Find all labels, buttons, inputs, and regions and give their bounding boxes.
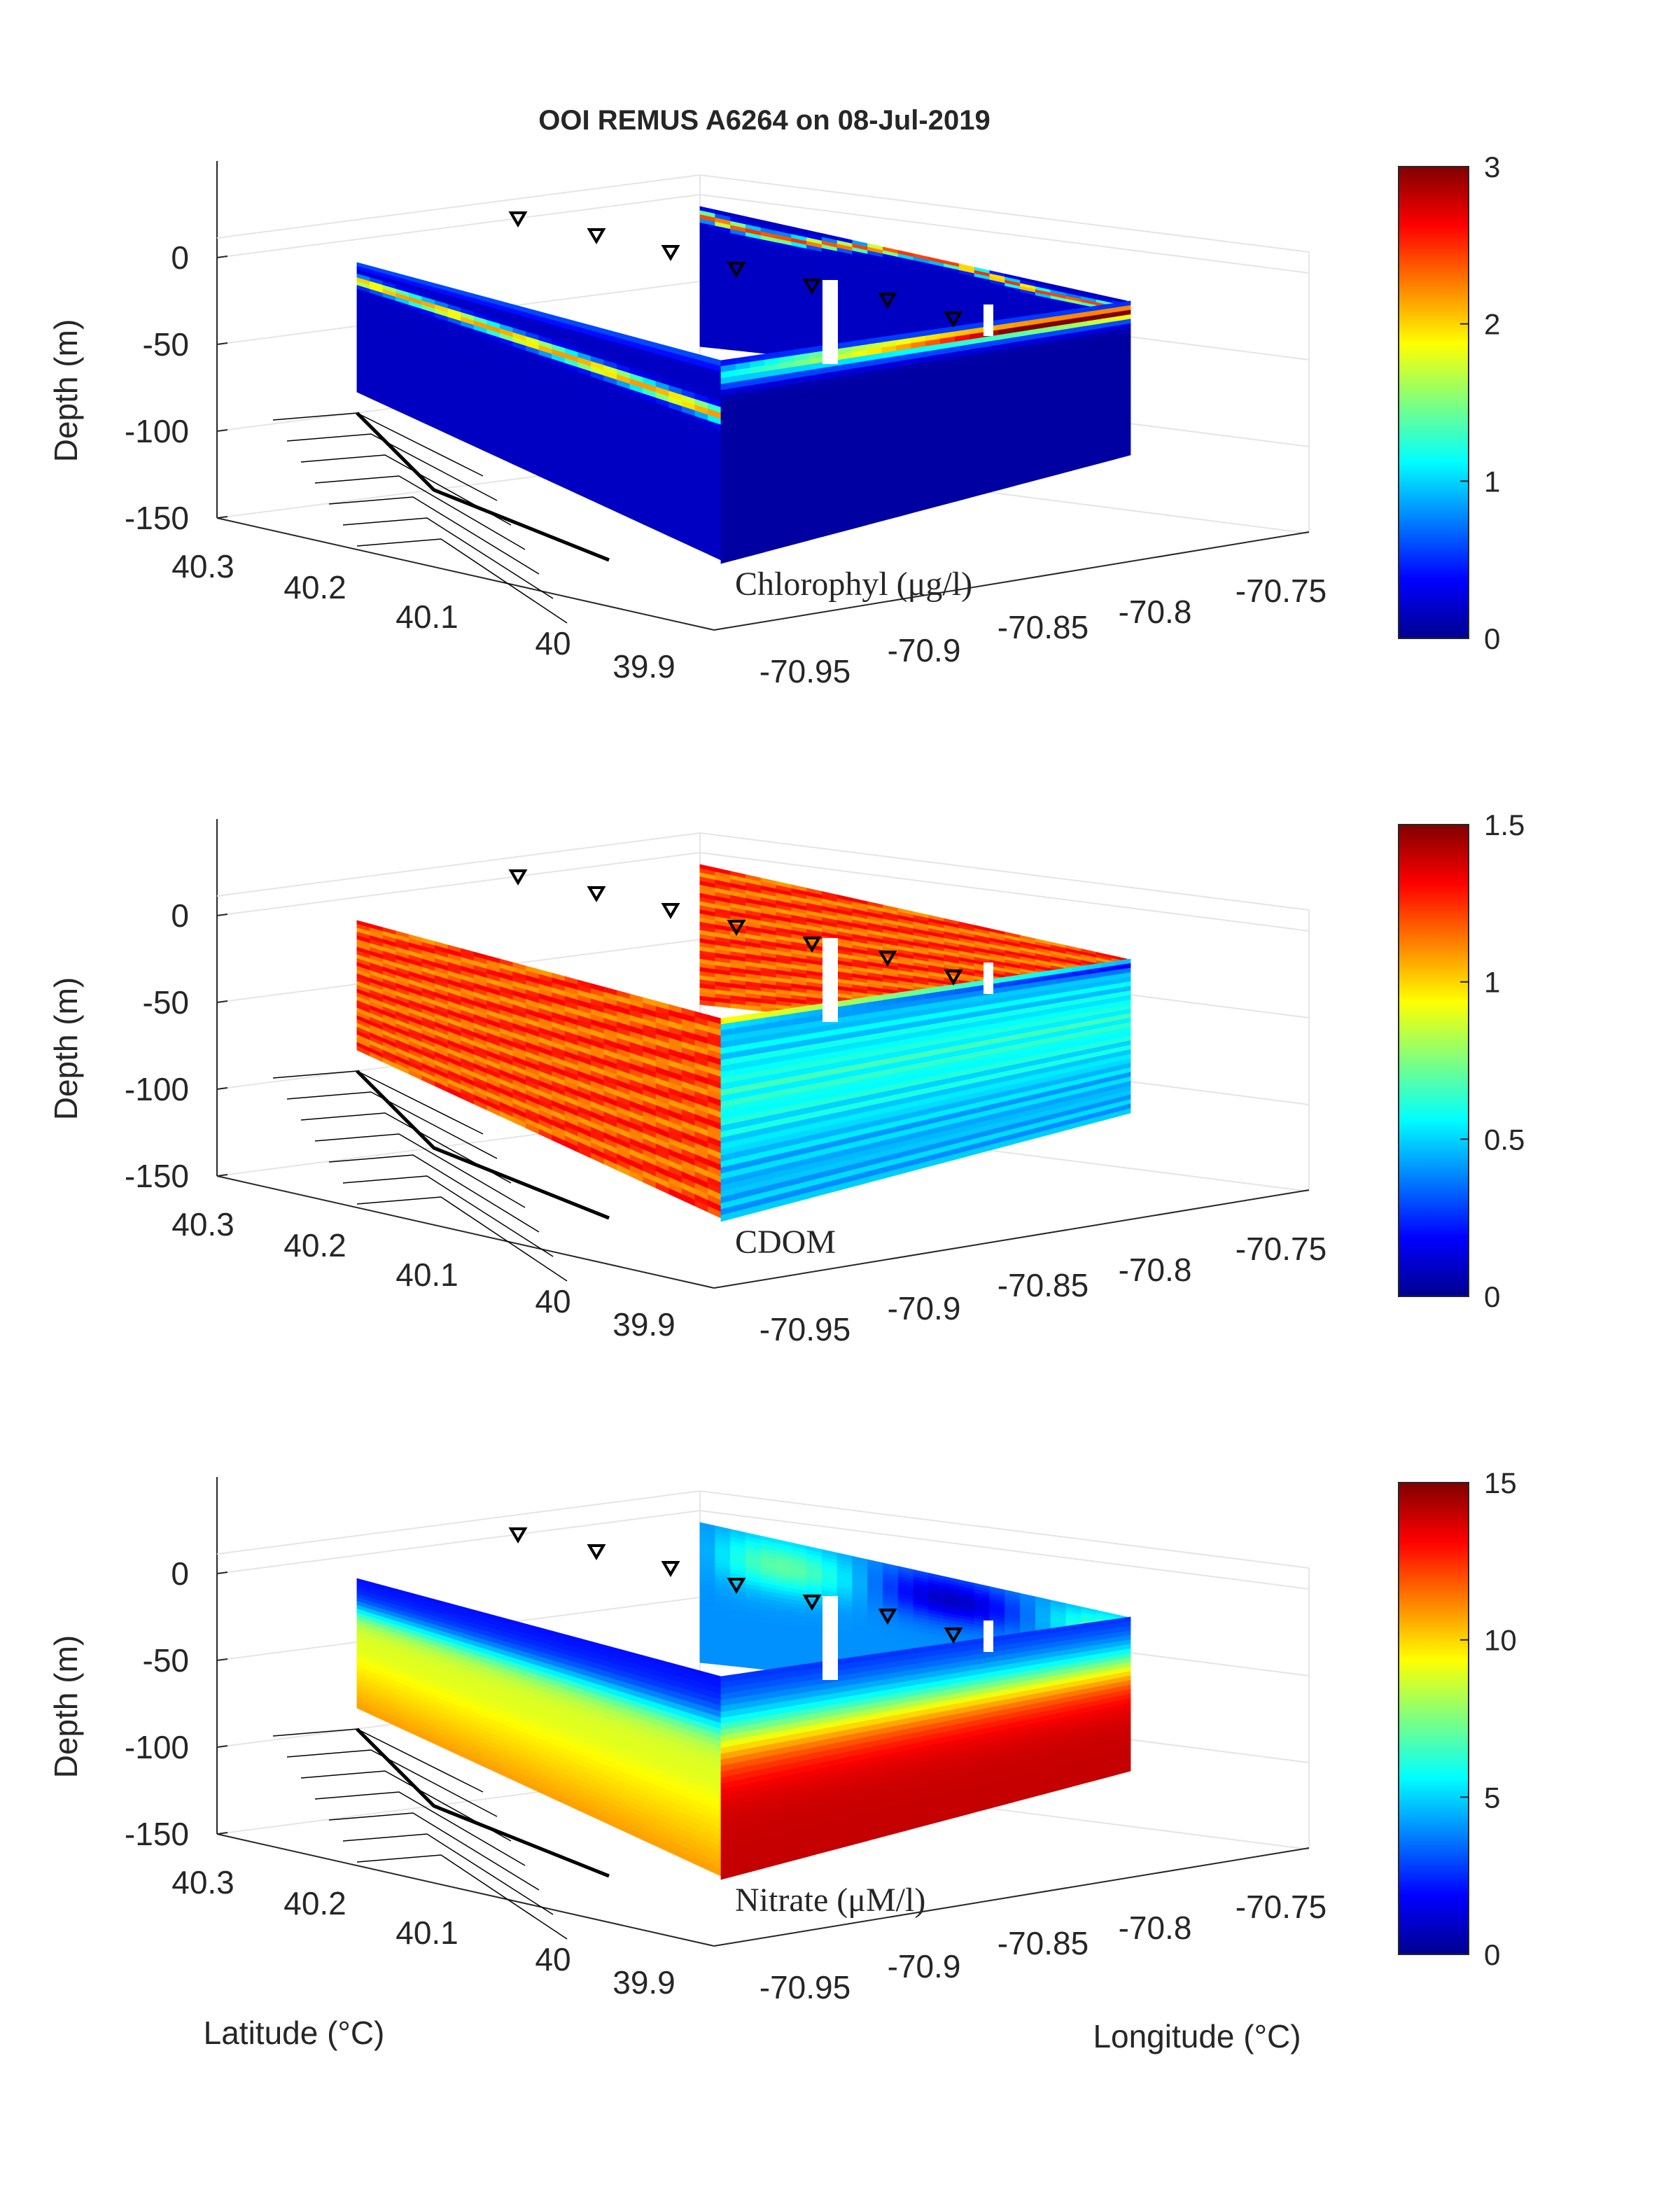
mesh-line (300, 1112, 512, 1184)
longitude-tick-label: -70.9 (888, 632, 961, 668)
latitude-tick-label: 40.3 (172, 548, 234, 584)
section-east (720, 300, 1131, 564)
station-marker (661, 245, 680, 261)
latitude-tick-label: 40.2 (284, 1227, 346, 1264)
depth-tick (216, 913, 228, 916)
depth-axis-label: Depth (m) (48, 319, 84, 462)
depth-tick (216, 255, 228, 258)
longitude-axis-line (713, 531, 1310, 631)
mesh-line (356, 538, 568, 624)
longitude-tick-label: -70.85 (997, 609, 1088, 645)
mesh-line (328, 496, 540, 575)
latitude-tick-label: 40 (535, 625, 570, 662)
depth-tick (216, 1000, 228, 1003)
latitude-tick-label: 39.9 (612, 1306, 676, 1343)
depth-tick-label: -150 (125, 1158, 189, 1194)
data-gap (822, 280, 838, 364)
depth-tick-label: -100 (125, 413, 189, 449)
longitude-tick-label: -70.75 (1236, 1231, 1326, 1267)
latitude-tick-label: 40.3 (172, 1206, 234, 1242)
mesh-line (314, 475, 526, 550)
depth-tick (216, 1087, 228, 1090)
mesh-line (342, 517, 554, 599)
depth-tick (216, 342, 228, 345)
colorbar-tick-label: 3 (1484, 150, 1500, 183)
depth-tick-label: 0 (171, 239, 189, 276)
depth-axis-label: Depth (m) (48, 977, 84, 1120)
panel-2: 0 -50 -100 -150 Depth (m) 40.3 40.2 40.1 40 39.9 -… (48, 808, 1525, 1348)
variable-label: Chlorophyl (μg/l) (735, 566, 972, 603)
longitude-tick-label: -70.8 (1119, 1252, 1192, 1288)
latitude-tick-label: 40.1 (396, 1256, 458, 1293)
depth-tick-label: -150 (125, 500, 189, 536)
latitude-tick-label: 40.1 (396, 598, 458, 635)
depth-tick-label: -100 (125, 1071, 189, 1107)
grid-line (699, 174, 1310, 253)
longitude-tick-label: -70.8 (1119, 594, 1192, 630)
mesh-line (286, 433, 498, 501)
longitude-tick-label: -70.75 (1236, 573, 1326, 609)
grid-line (216, 852, 701, 916)
colorbar-tick-label: 0 (1484, 622, 1500, 655)
colorbar-tick-label: 2 (1484, 308, 1500, 341)
grid-line (216, 194, 701, 258)
bathymetry-mesh (272, 412, 610, 624)
depth-tick-label: 0 (171, 897, 189, 934)
depth-tick (216, 429, 228, 432)
latitude-tick-label: 40 (535, 1283, 570, 1320)
grid-line (216, 174, 701, 239)
section-west (356, 920, 722, 1219)
mesh-line (356, 1196, 568, 1282)
data-gap (983, 304, 993, 336)
figure-title: OOI REMUS A6264 on 08-Jul-2019 (538, 105, 990, 136)
depth-tick (216, 516, 228, 519)
axes-frame: 0 -50 -100 -150 Depth (m) 40.3 40.2 40.1 40 39.9 -… (48, 161, 1326, 690)
longitude-tick-label: -70.95 (760, 653, 850, 690)
panel-1: 0 -50 -100 -150 Depth (m) 40.3 40.2 40.1 40 39.9 -… (48, 150, 1500, 690)
colorbar-tick-label: 1 (1484, 465, 1500, 498)
longitude-tick-label: -70.9 (888, 1290, 961, 1326)
station-marker (587, 228, 606, 244)
longitude-tick-label: -70.95 (760, 1311, 850, 1348)
colorbar (1398, 166, 1469, 639)
latitude-tick-label: 39.9 (612, 648, 676, 685)
depth-tick (216, 1174, 228, 1177)
depth-tick-label: -50 (143, 326, 189, 363)
latitude-tick-label: 40.2 (284, 569, 346, 606)
depth-tick-label: -50 (143, 984, 189, 1021)
section-west (356, 262, 722, 561)
latitude-axis-line (216, 517, 715, 631)
shelf-contour (356, 412, 610, 562)
mesh-line (300, 454, 512, 526)
mesh-line (328, 1154, 540, 1233)
grid-line (699, 194, 1310, 274)
longitude-tick-label: -70.85 (997, 1267, 1088, 1303)
grid-line (216, 832, 701, 897)
